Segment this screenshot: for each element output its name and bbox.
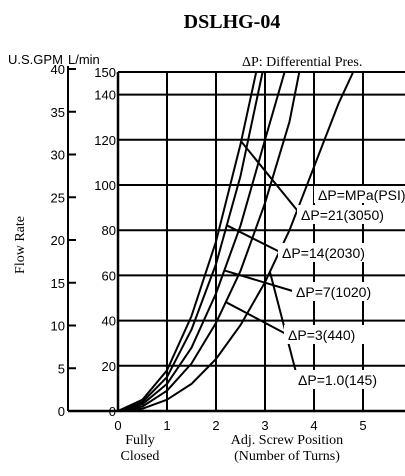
gpm-tick-label-8: 40 xyxy=(51,62,65,77)
gpm-tick-label-3: 15 xyxy=(51,276,65,291)
series-curve-2 xyxy=(117,71,286,412)
gpm-tick-label-0: 0 xyxy=(58,404,65,419)
series-label-0: ΔP=21(3050) xyxy=(301,207,384,223)
series-label-bg-0 xyxy=(297,205,405,224)
y-axis-unit-gpm: U.S.GPM xyxy=(8,52,63,67)
x-tick-label-3: 3 xyxy=(261,418,268,433)
lmin-tick-label-8: 150 xyxy=(94,65,116,80)
leader-line-1 xyxy=(226,224,283,254)
x-tick-label-2: 2 xyxy=(212,418,219,433)
x-tick-label-5: 5 xyxy=(359,418,366,433)
series-label-bg-1 xyxy=(278,243,405,262)
series-label-bg-3 xyxy=(284,325,405,344)
series-label-bg-2 xyxy=(292,282,405,301)
y-axis-unit-lmin: L/min xyxy=(68,52,100,67)
gpm-axis: 0 5 10 15 20 25 30 35 40 xyxy=(51,62,76,419)
leader-line-3 xyxy=(225,301,289,336)
x-tick-label-4: 4 xyxy=(310,418,317,433)
lmin-axis: 0 20 40 60 80 100 120 140 150 xyxy=(94,65,116,419)
lmin-tick-label-0: 0 xyxy=(109,404,116,419)
x-axis: 0123456 xyxy=(114,418,366,433)
x-tick-label-0: 0 xyxy=(114,418,121,433)
lmin-tick-label-1: 20 xyxy=(102,359,116,374)
gpm-tick-label-6: 30 xyxy=(51,148,65,163)
lmin-tick-label-7: 140 xyxy=(94,88,116,103)
series-label-2: ΔP=7(1020) xyxy=(296,284,371,300)
series-label-bg-4 xyxy=(294,370,405,389)
lmin-tick-label-4: 80 xyxy=(102,223,116,238)
series-curve-0 xyxy=(117,71,258,412)
lmin-tick-label-3: 60 xyxy=(102,268,116,283)
x-axis-label-line2: (Number of Turns) xyxy=(234,449,340,464)
x-axis-label-line1: Adj. Screw Position xyxy=(231,433,343,448)
series-label-header: ΔP=MPa(PSI) xyxy=(318,187,405,203)
gpm-tick-label-7: 35 xyxy=(51,105,65,120)
series-label-1: ΔP=14(2030) xyxy=(282,245,365,261)
x-tick-label-1: 1 xyxy=(163,418,170,433)
leader-line-4 xyxy=(268,271,299,381)
gpm-tick-label-5: 25 xyxy=(51,190,65,205)
x-zero-label-line2: Closed xyxy=(121,449,160,464)
y-axis-label: Flow Rate xyxy=(13,216,28,274)
series-curve-4 xyxy=(117,71,355,412)
leader-line-0 xyxy=(240,140,302,216)
series-curve-1 xyxy=(117,71,264,412)
series-curves xyxy=(117,71,355,412)
grid-lines xyxy=(68,71,405,413)
series-label-3: ΔP=3(440) xyxy=(288,327,355,343)
legend-title: ΔP: Differential Pres. xyxy=(242,55,362,70)
chart-title: DSLHG-04 xyxy=(184,11,281,33)
leader-line-2 xyxy=(224,269,297,293)
series-leader-lines xyxy=(224,140,302,381)
gpm-tick-label-1: 5 xyxy=(58,361,65,376)
series-header-bg xyxy=(314,186,405,203)
series-label-4: ΔP=1.0(145) xyxy=(298,372,377,388)
series-labels: ΔP=21(3050) ΔP=14(2030) ΔP=7(1020) ΔP=3(440… xyxy=(278,186,405,389)
gpm-tick-label-4: 20 xyxy=(51,233,65,248)
x-zero-label-line1: Fully xyxy=(125,433,155,448)
legend-title-bg xyxy=(238,52,405,70)
lmin-tick-label-6: 120 xyxy=(94,133,116,148)
lmin-tick-label-2: 40 xyxy=(102,314,116,329)
lmin-tick-label-5: 100 xyxy=(94,178,116,193)
series-curve-3 xyxy=(117,71,301,412)
gpm-tick-label-2: 10 xyxy=(51,319,65,334)
